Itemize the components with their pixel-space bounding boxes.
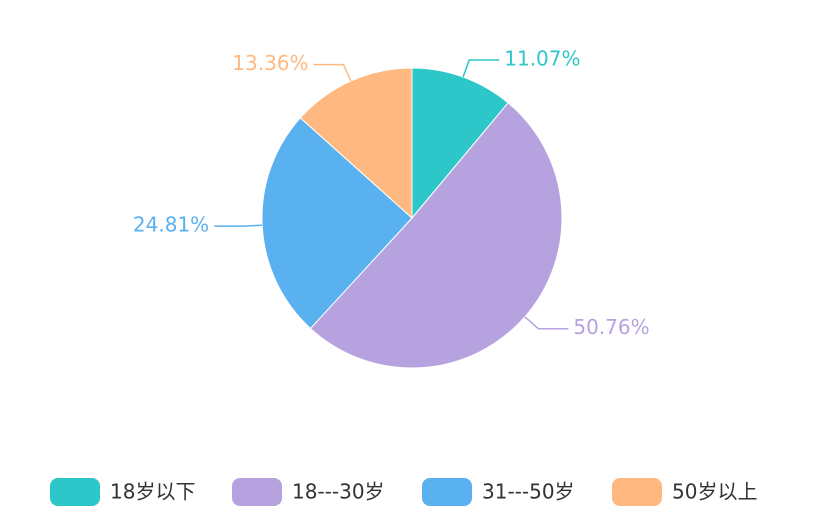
data-label: 11.07% <box>504 47 580 71</box>
legend-label[interactable]: 18---30岁 <box>292 480 385 504</box>
label-line <box>462 59 500 78</box>
data-label: 50.76% <box>573 315 649 339</box>
legend-label[interactable]: 18岁以下 <box>110 480 195 504</box>
legend-swatch[interactable] <box>422 478 472 506</box>
pie-slice <box>411 67 509 220</box>
pie-slice <box>299 67 413 220</box>
legend-swatch[interactable] <box>612 478 662 506</box>
data-label: 24.81% <box>133 213 209 237</box>
label-line <box>214 224 263 227</box>
label-line <box>524 316 569 330</box>
legend-label[interactable]: 50岁以上 <box>672 480 757 504</box>
legend-label[interactable]: 31---50岁 <box>482 480 575 504</box>
pie-slice <box>261 117 413 330</box>
pie-slice <box>309 102 563 369</box>
legend-swatch[interactable] <box>50 478 100 506</box>
legend-swatch[interactable] <box>232 478 282 506</box>
data-label: 13.36% <box>232 51 308 75</box>
label-line <box>313 63 352 82</box>
